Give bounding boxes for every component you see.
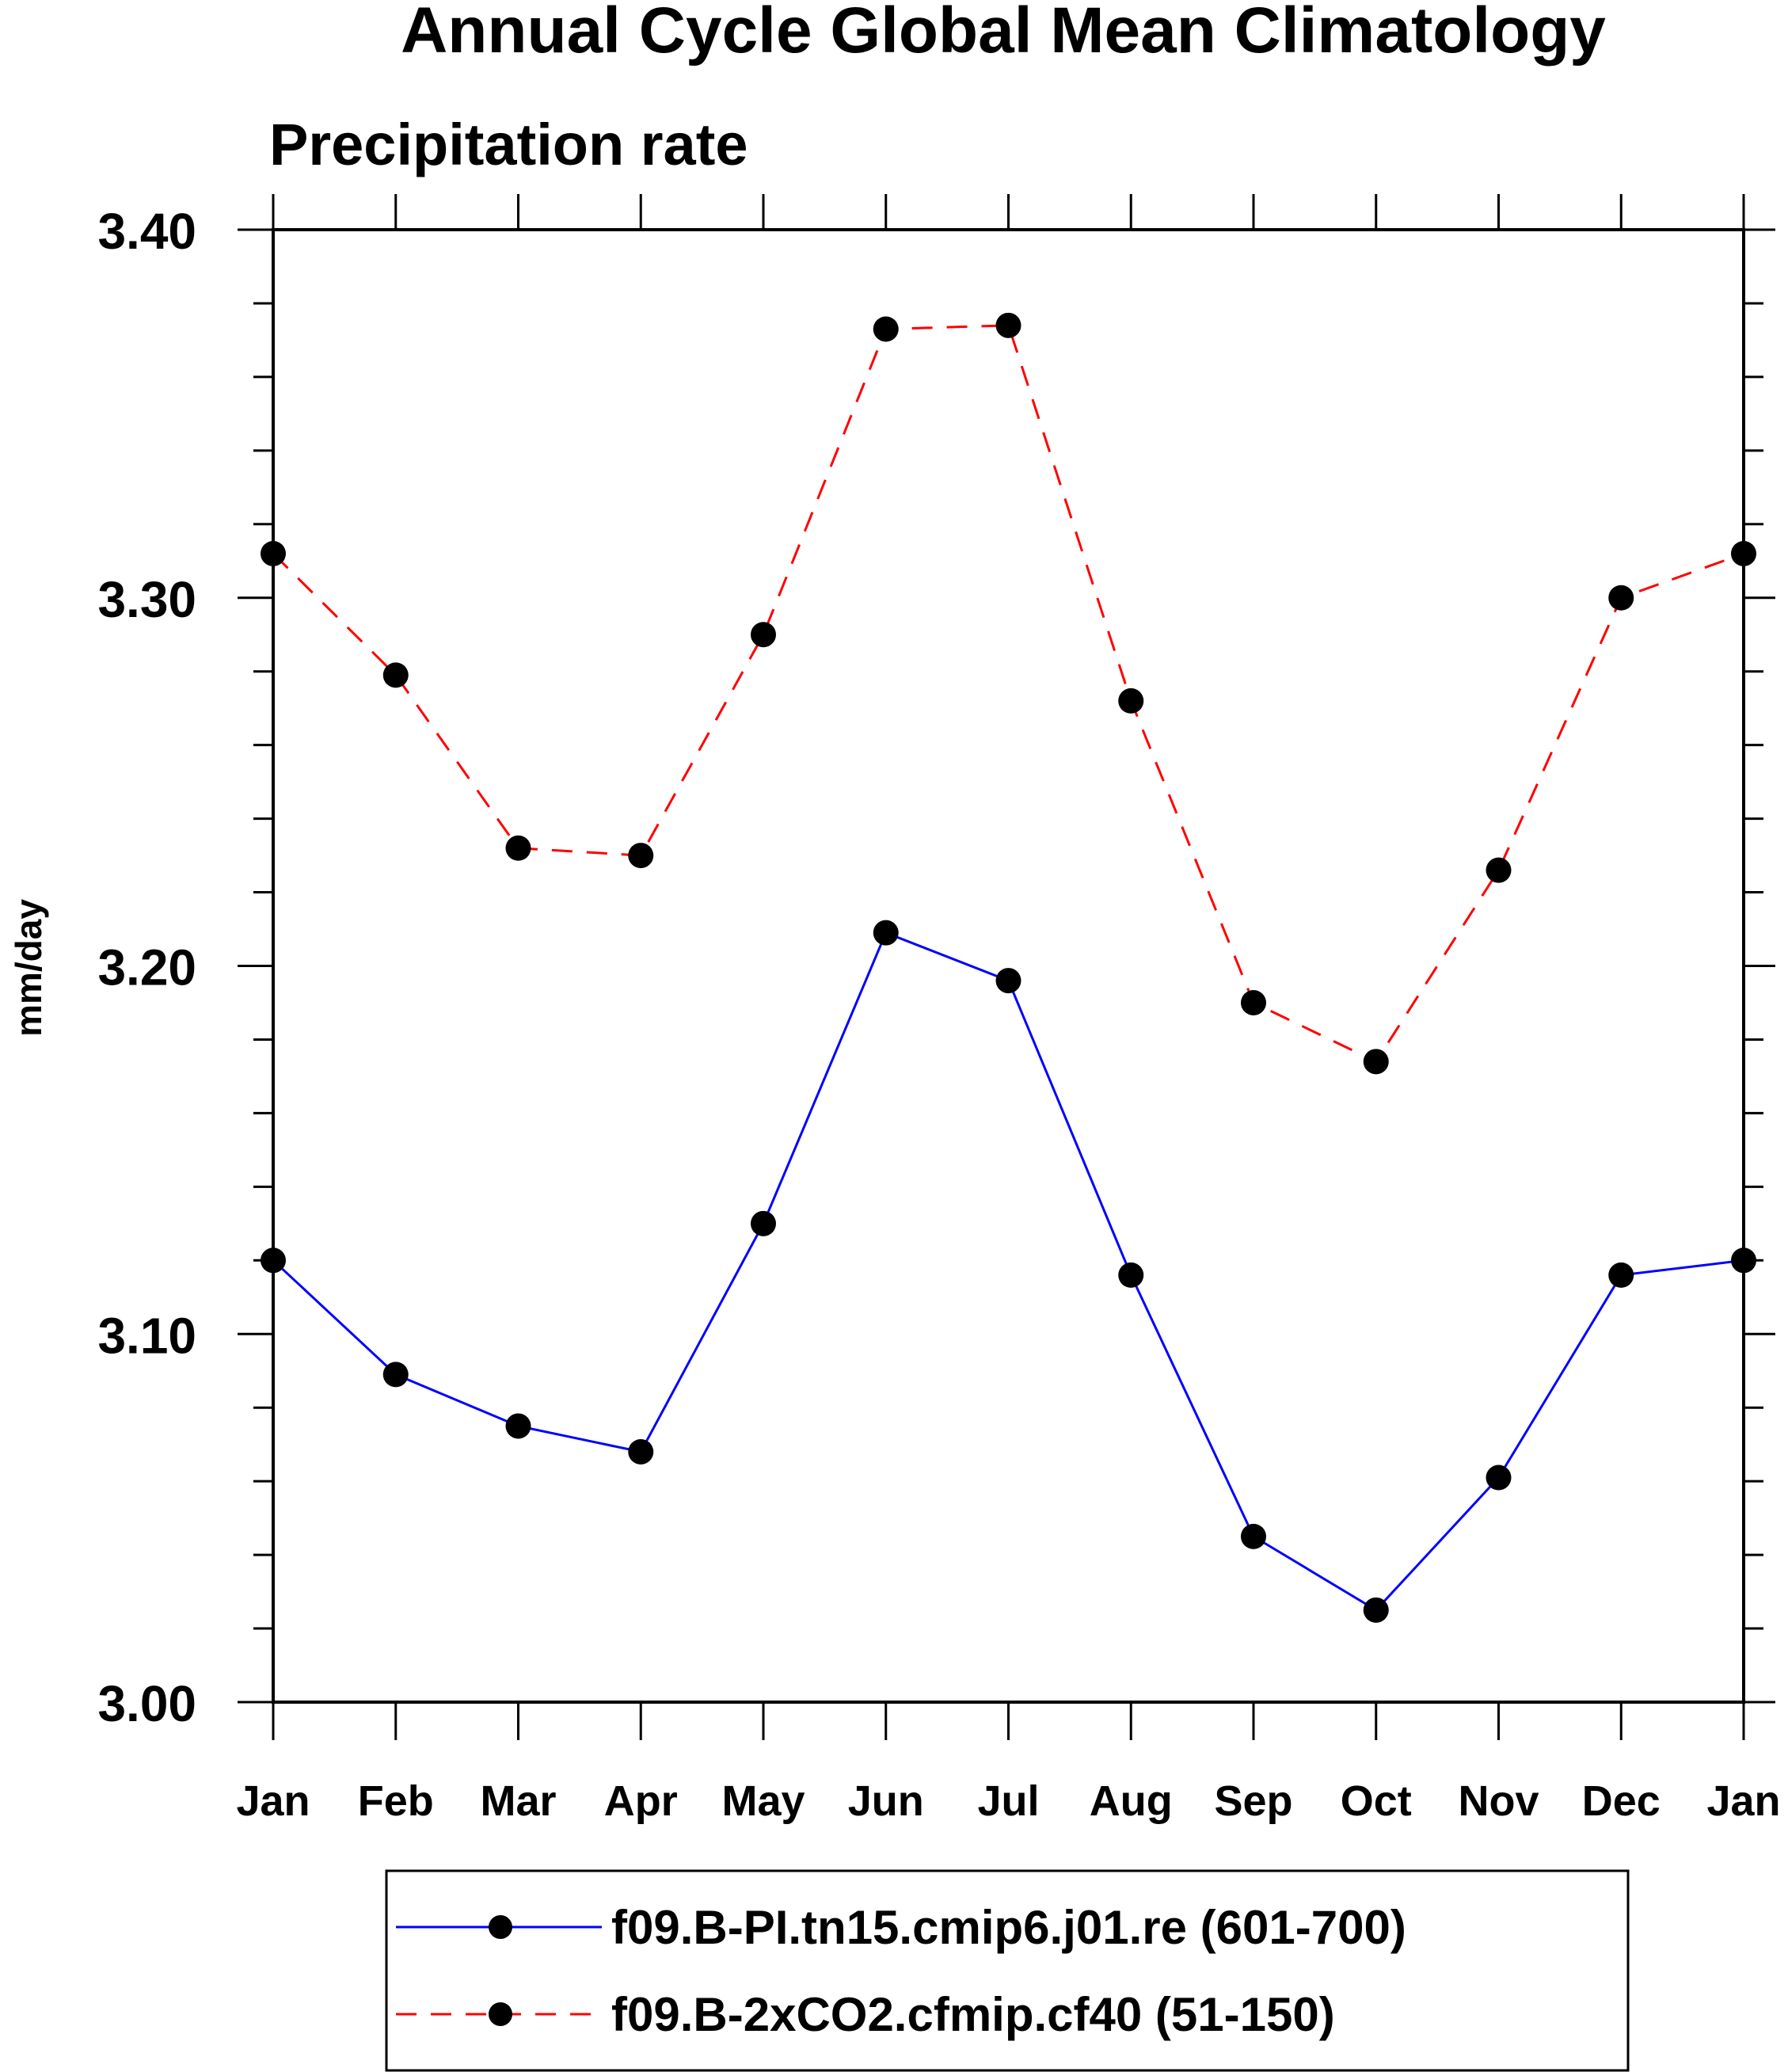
x-tick-label-7: Aug: [1090, 1777, 1173, 1825]
data-point-series-2-12: [1731, 540, 1756, 566]
data-point-series-1-10: [1486, 1464, 1512, 1491]
x-tick-label-3: Apr: [604, 1777, 678, 1825]
data-point-series-2-8: [1241, 989, 1266, 1015]
data-point-series-1-9: [1363, 1597, 1389, 1623]
data-point-series-1-8: [1241, 1523, 1266, 1549]
data-point-series-2-3: [628, 843, 654, 869]
y-tick-label-3: 3.30: [97, 571, 196, 628]
data-point-series-2-6: [995, 312, 1021, 338]
x-tick-labels: Jan Feb Mar Apr May Jun Jul Aug Sep Oct Nov Dec Jan: [236, 1777, 1780, 1825]
x-tick-label-4: May: [721, 1777, 805, 1825]
legend-label-series-2: f09.B-2xCO2.cfmip.cf40 (51-150): [611, 1988, 1335, 2041]
x-tick-label-6: Jul: [977, 1777, 1039, 1825]
x-tick-label-2: Mar: [480, 1777, 556, 1825]
data-point-series-2-7: [1118, 687, 1144, 714]
data-point-series-2-4: [751, 622, 776, 648]
x-tick-label-1: Feb: [358, 1777, 434, 1825]
legend-label-series-1: f09.B-PI.tn15.cmip6.j01.re (601-700): [611, 1901, 1406, 1954]
x-tick-label-0: Jan: [236, 1777, 310, 1825]
x-tick-label-12: Jan: [1706, 1777, 1780, 1825]
legend-marker-series-1: [489, 1915, 512, 1939]
data-point-series-2-0: [261, 540, 286, 566]
x-tick-label-11: Dec: [1582, 1777, 1661, 1825]
y-axis-label: mm/day: [8, 899, 49, 1037]
y-tick-label-4: 3.40: [97, 203, 196, 260]
data-point-series-1-12: [1731, 1247, 1756, 1274]
data-point-series-2-9: [1363, 1049, 1389, 1075]
x-tick-label-10: Nov: [1458, 1777, 1539, 1825]
legend-box: [385, 1869, 1630, 2072]
data-point-series-1-4: [751, 1210, 776, 1236]
data-point-series-2-10: [1486, 857, 1512, 883]
legend-entry-1: f09.B-PI.tn15.cmip6.j01.re (601-700): [396, 1901, 1406, 1954]
data-point-series-2-5: [873, 316, 899, 342]
axis-ticks: [238, 194, 1775, 1740]
y-tick-label-2: 3.20: [97, 939, 196, 996]
data-point-series-1-7: [1118, 1262, 1144, 1288]
data-point-series-1-5: [873, 920, 899, 946]
x-tick-label-8: Sep: [1214, 1777, 1292, 1825]
series-layer: [261, 312, 1756, 1623]
data-point-series-2-11: [1608, 585, 1634, 611]
data-point-series-1-6: [995, 968, 1021, 994]
data-point-series-1-2: [505, 1413, 531, 1439]
legend: f09.B-PI.tn15.cmip6.j01.re (601-700) f09…: [385, 1869, 1630, 2072]
data-point-series-2-2: [505, 835, 531, 861]
data-point-series-1-11: [1608, 1262, 1634, 1288]
data-point-series-1-1: [382, 1362, 409, 1388]
y-tick-label-1: 3.10: [97, 1307, 196, 1364]
legend-entry-2: f09.B-2xCO2.cfmip.cf40 (51-150): [396, 1988, 1335, 2041]
data-point-series-2-1: [382, 662, 409, 688]
data-point-series-1-0: [261, 1247, 286, 1274]
x-tick-label-9: Oct: [1341, 1777, 1412, 1825]
data-point-series-1-3: [628, 1438, 654, 1464]
chart-subtitle: Precipitation rate: [269, 112, 748, 177]
legend-marker-series-2: [489, 2002, 512, 2026]
y-tick-labels: 3.00 3.10 3.20 3.30 3.40: [97, 203, 196, 1732]
chart-title: Annual Cycle Global Mean Climatology: [401, 0, 1606, 67]
y-tick-label-0: 3.00: [97, 1675, 196, 1732]
x-tick-label-5: Jun: [848, 1777, 924, 1825]
